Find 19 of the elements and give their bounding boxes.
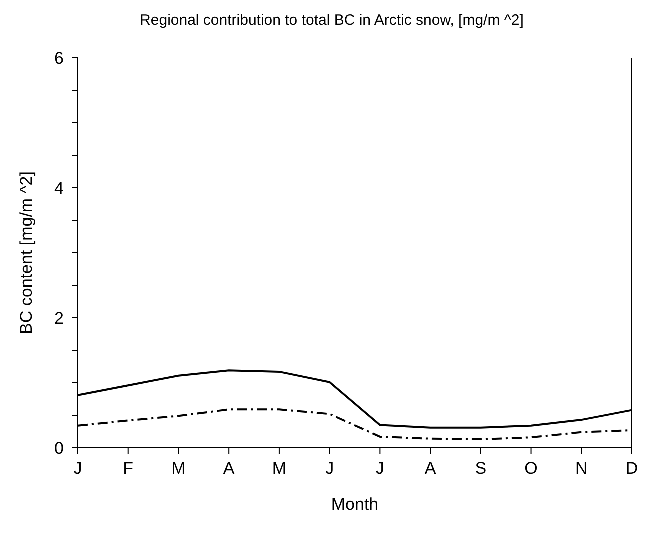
x-tick-label: J xyxy=(376,459,384,478)
x-tick-label: A xyxy=(424,459,437,478)
y-tick-label: 0 xyxy=(54,439,64,458)
y-axis-title: BC content [mg/m ^2] xyxy=(17,172,36,334)
x-tick-label: N xyxy=(575,459,588,478)
x-tick-label: A xyxy=(223,459,236,478)
y-tick-label: 4 xyxy=(54,179,64,198)
x-tick-label: O xyxy=(524,459,538,478)
x-tick-label: D xyxy=(626,459,638,478)
x-tick-label: M xyxy=(172,459,186,478)
x-tick-label: M xyxy=(272,459,287,478)
x-axis-title: Month xyxy=(331,495,379,514)
x-tick-label: J xyxy=(74,459,82,478)
y-tick-label: 6 xyxy=(54,49,64,68)
y-tick-label: 2 xyxy=(54,309,64,328)
x-tick-label: J xyxy=(326,459,334,478)
x-tick-label: S xyxy=(475,459,487,478)
chart-title: Regional contribution to total BC in Arctic snow, [mg/m ^2] xyxy=(139,11,525,31)
x-tick-label: F xyxy=(123,459,134,478)
